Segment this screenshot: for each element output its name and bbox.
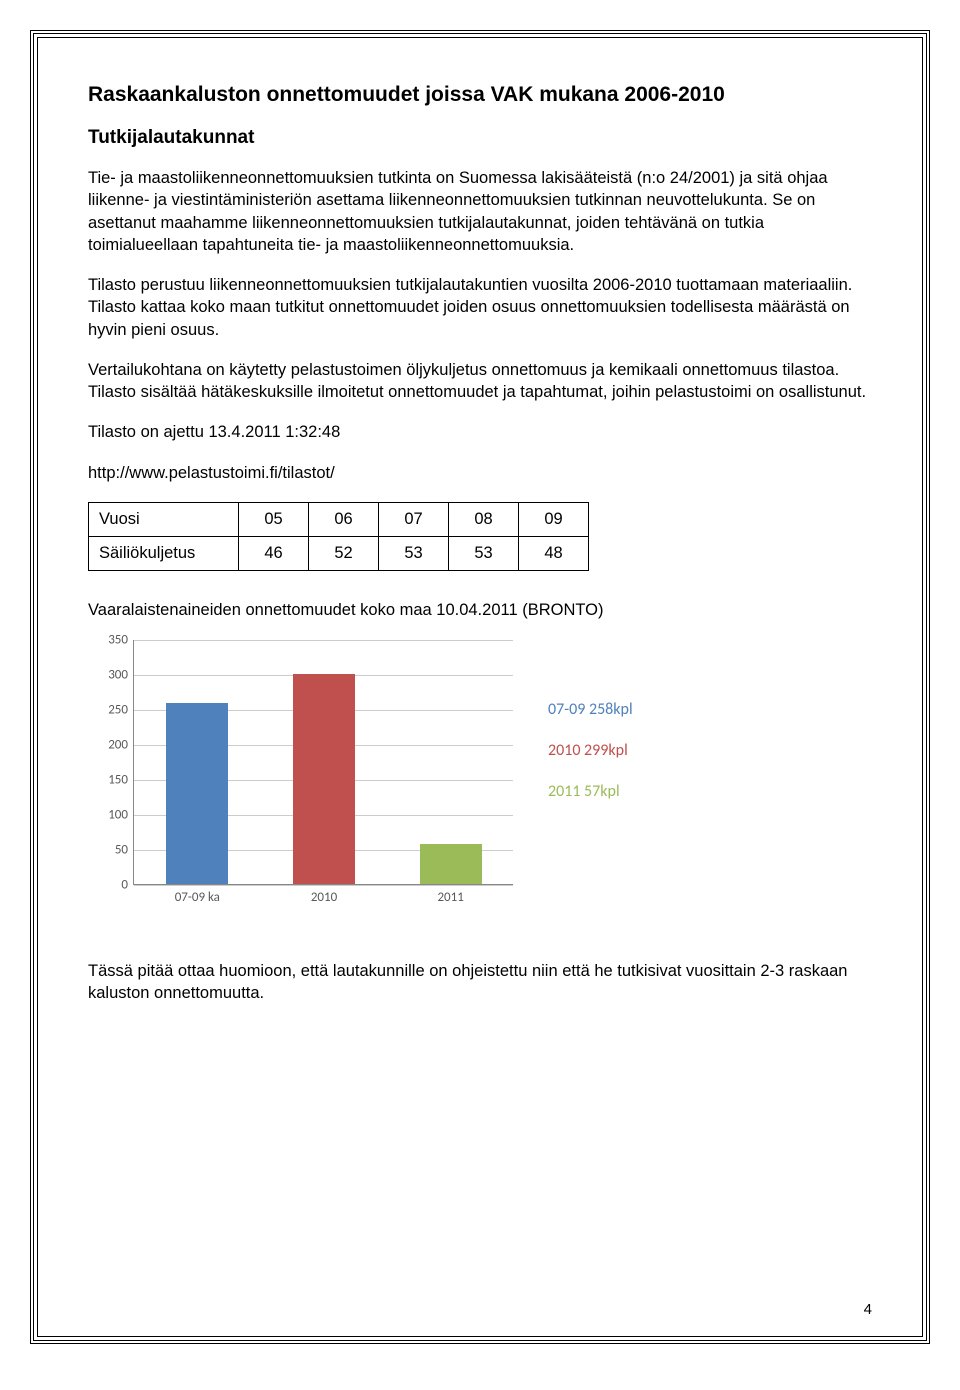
data-table: Vuosi 05 06 07 08 09 Säiliökuljetus 46 5… (88, 502, 589, 571)
chart-gridline (134, 640, 513, 641)
paragraph-3: Vertailukohtana on käytetty pelastustoim… (88, 359, 872, 404)
table-row: Vuosi 05 06 07 08 09 (89, 502, 589, 536)
table-cell: 46 (239, 536, 309, 570)
chart-gridline (134, 885, 513, 886)
table-cell: 08 (449, 502, 519, 536)
legend-item: 2010 299kpl (548, 741, 633, 760)
paragraph-5-url: http://www.pelastustoimi.fi/tilastot/ (88, 462, 872, 484)
table-cell: 48 (519, 536, 589, 570)
paragraph-1: Tie- ja maastoliikenneonnettomuuksien tu… (88, 167, 872, 256)
table-cell: 06 (309, 502, 379, 536)
table-cell: 05 (239, 502, 309, 536)
bar-chart: 05010015020025030035007-09 ka20102011 07… (88, 630, 748, 920)
paragraph-footer: Tässä pitää ottaa huomioon, että lautaku… (88, 960, 872, 1005)
table-cell: 53 (379, 536, 449, 570)
chart-y-tick-label: 100 (96, 807, 128, 822)
legend-item: 07-09 258kpl (548, 700, 633, 719)
chart-bar (166, 703, 228, 884)
chart-y-tick-label: 200 (96, 737, 128, 752)
table-row: Säiliökuljetus 46 52 53 53 48 (89, 536, 589, 570)
table-cell: 53 (449, 536, 519, 570)
chart-bar (293, 674, 355, 884)
table-cell: Säiliökuljetus (89, 536, 239, 570)
paragraph-4: Tilasto on ajettu 13.4.2011 1:32:48 (88, 421, 872, 443)
chart-y-tick-label: 300 (96, 667, 128, 682)
table-cell: 09 (519, 502, 589, 536)
page-subtitle: Tutkijalautakunnat (88, 127, 872, 149)
page-inner-border: Raskaankaluston onnettomuudet joissa VAK… (37, 37, 923, 1337)
table-cell: 07 (379, 502, 449, 536)
page-double-border: Raskaankaluston onnettomuudet joissa VAK… (30, 30, 930, 1344)
chart-x-tick-label: 2010 (274, 890, 374, 905)
chart-bar (420, 844, 482, 884)
table-cell: 52 (309, 536, 379, 570)
legend-item: 2011 57kpl (548, 782, 633, 801)
page-title: Raskaankaluston onnettomuudet joissa VAK… (88, 83, 872, 107)
chart-plot-area: 05010015020025030035007-09 ka20102011 (133, 640, 513, 885)
chart-x-tick-label: 2011 (401, 890, 501, 905)
table-cell: Vuosi (89, 502, 239, 536)
chart-heading: Vaaralaistenaineiden onnettomuudet koko … (88, 601, 872, 620)
chart-y-tick-label: 250 (96, 702, 128, 717)
paragraph-2: Tilasto perustuu liikenneonnettomuuksien… (88, 274, 872, 341)
chart-y-tick-label: 50 (96, 842, 128, 857)
chart-y-tick-label: 0 (96, 877, 128, 892)
chart-x-tick-label: 07-09 ka (147, 890, 247, 905)
chart-y-tick-label: 150 (96, 772, 128, 787)
page-number: 4 (864, 1301, 872, 1318)
chart-y-tick-label: 350 (96, 632, 128, 647)
chart-legend: 07-09 258kpl 2010 299kpl 2011 57kpl (548, 700, 633, 823)
